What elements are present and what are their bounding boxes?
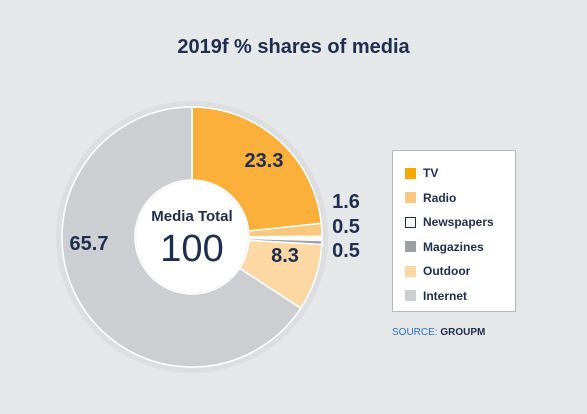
legend-swatch-magazines: [405, 241, 416, 253]
legend-item-internet: Internet: [405, 284, 515, 309]
data-label-newspapers: 0.5: [332, 216, 360, 238]
slice-tv: [191, 106, 323, 232]
legend-item-outdoor: Outdoor: [405, 259, 515, 284]
legend-label-internet: Internet: [423, 288, 468, 303]
legend-label-magazines: Magazines: [423, 239, 484, 254]
legend-swatch-tv: [405, 167, 416, 179]
data-label-outdoor: 8.3: [271, 245, 299, 267]
legend-label-tv: TV: [423, 166, 439, 181]
legend-item-tv: TV: [405, 161, 515, 186]
legend-swatch-newspapers: [405, 216, 416, 228]
legend-swatch-outdoor: [405, 265, 416, 277]
source-name: GROUPM: [440, 327, 486, 338]
legend-swatch-internet: [405, 290, 416, 302]
legend-label-newspapers: Newspapers: [423, 215, 494, 230]
chart-title: 2019f % shares of media: [177, 36, 410, 58]
legend-swatch-radio: [405, 192, 416, 204]
data-label-magazines: 0.5: [332, 240, 360, 262]
legend-item-radio: Radio: [405, 186, 515, 211]
slice-internet: [61, 106, 302, 368]
data-label-tv: 23.3: [245, 150, 284, 172]
legend-item-newspapers: Newspapers: [405, 210, 515, 235]
center-label: Media Total: [151, 208, 232, 225]
legend: TV Radio Newspapers Magazines Outdoor In…: [392, 150, 516, 312]
donut-center-hole: [136, 181, 248, 293]
legend-item-magazines: Magazines: [405, 235, 515, 260]
source-note: SOURCE: GROUPM: [392, 327, 485, 338]
center-value: 100: [160, 228, 223, 270]
data-label-radio: 1.6: [332, 191, 360, 213]
source-prefix: SOURCE:: [392, 327, 438, 338]
legend-label-radio: Radio: [423, 190, 457, 205]
data-label-internet: 65.7: [70, 233, 109, 255]
legend-label-outdoor: Outdoor: [423, 264, 471, 279]
